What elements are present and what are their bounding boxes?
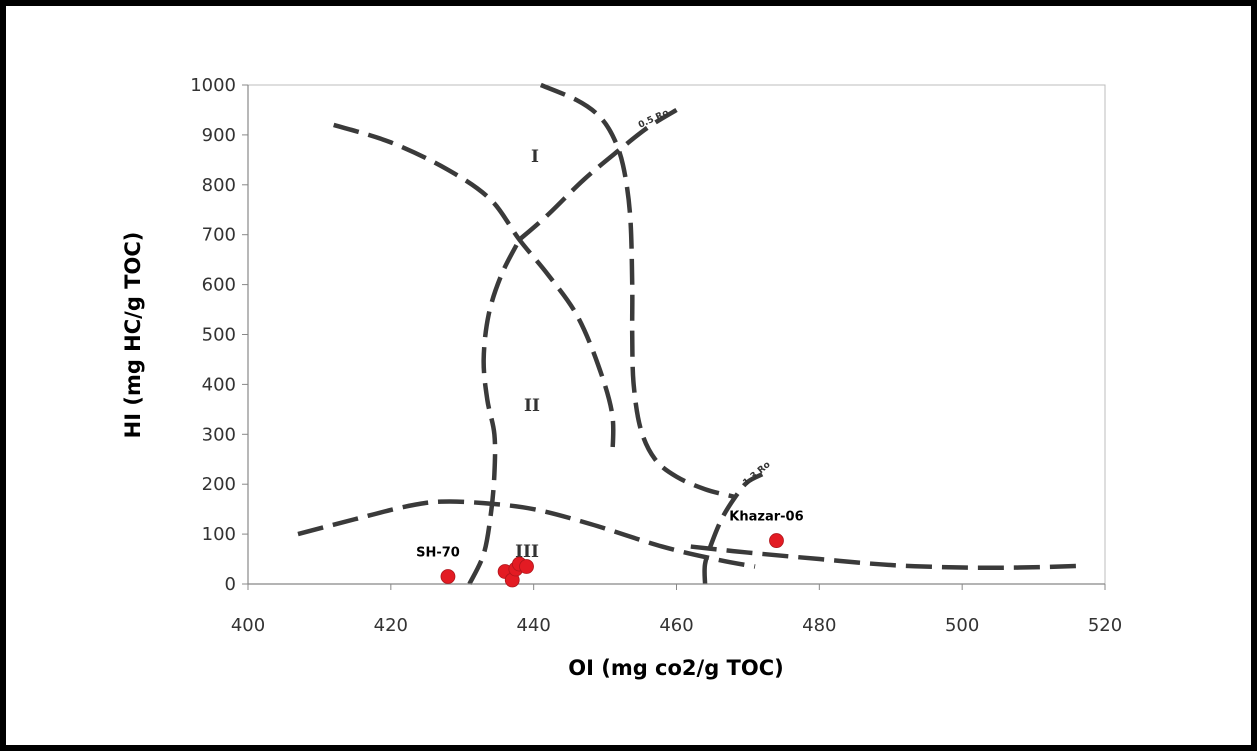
- overlay-curves: [297, 82, 1077, 586]
- y-tick-label: 400: [202, 374, 236, 395]
- y-axis-title: HI (mg HC/g TOC): [121, 232, 145, 439]
- y-ticks: 0 100 200 300 400 500 600 700 800 900 1000: [190, 75, 248, 595]
- overlay-curve: [467, 238, 522, 586]
- x-tick-label: 500: [945, 615, 979, 636]
- type-i-label: I: [531, 147, 539, 167]
- overlay-curve: [297, 499, 756, 569]
- point-label: Khazar-06: [729, 510, 803, 525]
- x-ticks: 400 420 440 460 480 500 520: [231, 584, 1122, 636]
- overlay-curve: [333, 122, 616, 457]
- overlay-curve: [690, 544, 1077, 571]
- point-labels: SH-70 Khazar-06: [416, 510, 804, 561]
- x-tick-label: 520: [1088, 615, 1122, 636]
- type-ii-label: II: [524, 396, 540, 416]
- x-tick-label: 480: [802, 615, 836, 636]
- data-point: [769, 533, 784, 548]
- overlay-curve: [539, 82, 735, 499]
- y-tick-label: 0: [225, 574, 236, 595]
- data-point: [440, 569, 456, 584]
- y-tick-label: 1000: [190, 75, 236, 96]
- point-label: SH-70: [416, 546, 460, 561]
- y-tick-label: 100: [202, 524, 236, 545]
- overlay-curve: [702, 472, 764, 585]
- x-tick-label: 420: [374, 615, 408, 636]
- y-tick-label: 300: [202, 424, 236, 445]
- plot-area: [247, 84, 1106, 585]
- overlay-curve: [517, 108, 678, 242]
- y-tick-label: 700: [202, 225, 236, 246]
- y-tick-label: 200: [202, 474, 236, 495]
- x-tick-label: 440: [516, 615, 550, 636]
- y-tick-label: 500: [202, 325, 236, 346]
- data-point: [519, 559, 534, 574]
- data-points: [440, 533, 784, 588]
- x-tick-label: 400: [231, 615, 265, 636]
- y-tick-label: 800: [202, 175, 236, 196]
- x-tick-label: 460: [659, 615, 693, 636]
- y-tick-label: 600: [202, 275, 236, 296]
- y-tick-label: 900: [202, 125, 236, 146]
- x-axis-title: OI (mg co2/g TOC): [568, 656, 784, 680]
